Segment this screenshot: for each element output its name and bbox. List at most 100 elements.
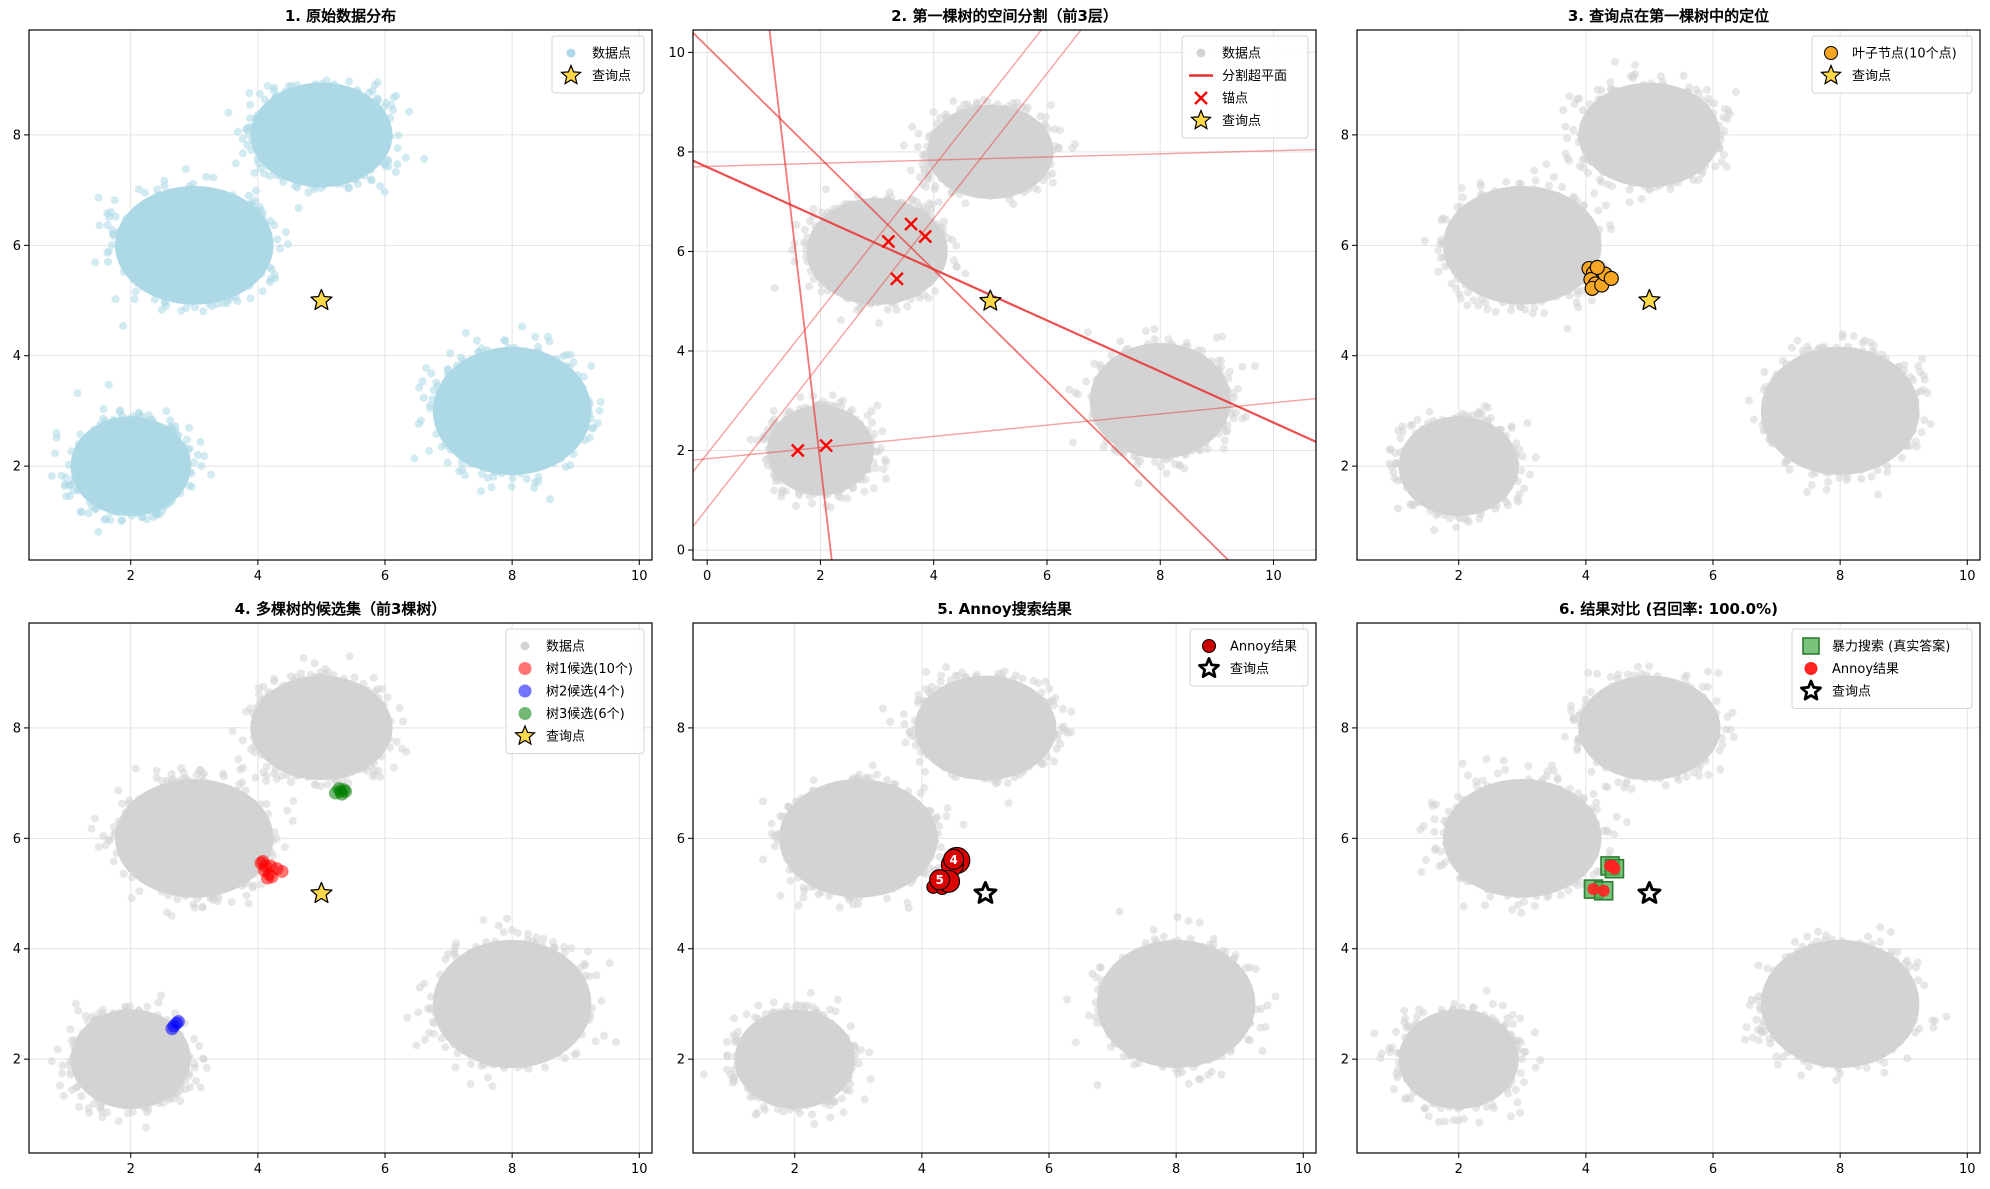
data-point <box>1485 422 1494 430</box>
data-point <box>440 388 449 397</box>
data-point <box>160 176 169 185</box>
data-point <box>182 304 190 312</box>
panel-title: 3. 查询点在第一棵树中的定位 <box>1568 7 1769 25</box>
data-point <box>1516 180 1525 188</box>
query-point <box>979 289 1002 311</box>
y-tick-label: 2 <box>677 444 685 459</box>
data-point <box>1475 214 1484 223</box>
data-point <box>851 415 860 424</box>
data-point <box>370 151 379 160</box>
x-tick-label: 6 <box>381 569 389 584</box>
data-point <box>822 256 831 265</box>
data-point <box>1793 336 1802 345</box>
data-point <box>167 449 176 458</box>
data-point <box>1647 79 1655 88</box>
anchor-stroke <box>890 271 904 286</box>
data-point <box>1580 201 1589 210</box>
data-point <box>478 469 486 478</box>
data-point <box>1116 376 1125 385</box>
data-point <box>101 417 110 426</box>
data-point <box>1045 146 1054 155</box>
data-point <box>1105 363 1114 372</box>
data-point <box>459 391 468 400</box>
data-point <box>1156 462 1165 471</box>
data-point <box>480 454 489 463</box>
data-point <box>822 185 830 194</box>
data-point <box>121 262 130 271</box>
data-point <box>572 381 581 390</box>
data-point <box>107 508 115 517</box>
data-point <box>868 418 877 427</box>
data-point <box>1012 115 1021 123</box>
data-point <box>1457 213 1466 222</box>
data-point <box>1048 169 1057 178</box>
data-point <box>581 436 590 445</box>
data-point <box>345 77 353 86</box>
data-point <box>371 142 380 151</box>
data-point <box>420 154 429 163</box>
data-point <box>1180 355 1189 363</box>
data-point <box>1413 415 1422 424</box>
data-point <box>934 198 943 207</box>
data-point <box>553 364 562 373</box>
data-point <box>317 184 326 193</box>
data-point <box>1759 426 1768 435</box>
data-point <box>126 504 135 513</box>
data-point <box>1528 189 1537 198</box>
data-point <box>151 503 160 512</box>
data-point <box>863 425 872 434</box>
data-point <box>248 136 257 145</box>
data-point <box>344 184 353 193</box>
data-point <box>1121 422 1130 431</box>
data-point <box>113 506 122 515</box>
data-point <box>100 434 109 443</box>
data-point <box>1858 338 1867 347</box>
data-point <box>1477 190 1486 199</box>
data-point <box>514 361 523 370</box>
data-point <box>1474 206 1483 215</box>
data-point <box>263 82 272 91</box>
data-point <box>1190 423 1199 432</box>
data-point <box>1515 445 1524 454</box>
data-point <box>1587 125 1596 134</box>
data-point <box>1596 107 1605 116</box>
data-point <box>368 110 376 119</box>
data-point <box>477 487 485 496</box>
data-point <box>389 93 398 102</box>
data-point <box>1224 374 1233 383</box>
data-point <box>529 453 538 462</box>
data-point <box>1537 297 1546 306</box>
data-point <box>903 302 912 311</box>
data-point <box>518 322 527 331</box>
data-point <box>805 491 814 500</box>
data-point <box>1107 351 1116 360</box>
data-point <box>561 411 570 420</box>
data-point <box>869 484 878 493</box>
data-point <box>1637 194 1646 203</box>
data-point <box>90 439 99 448</box>
data-point <box>1105 423 1114 432</box>
data-point <box>845 412 854 421</box>
data-point <box>1569 126 1578 134</box>
data-point <box>1477 510 1486 519</box>
data-point <box>247 201 256 210</box>
data-point <box>506 449 515 458</box>
data-point <box>247 146 256 154</box>
data-point <box>269 108 278 117</box>
data-point <box>1578 106 1587 115</box>
data-point <box>265 139 274 147</box>
data-point <box>1671 165 1680 174</box>
data-point <box>1597 145 1606 154</box>
data-point <box>542 450 551 459</box>
data-point <box>1583 145 1592 154</box>
anchor-point <box>918 229 933 244</box>
data-point <box>787 472 796 481</box>
data-point <box>530 483 539 492</box>
data-point <box>1505 293 1514 302</box>
plot-area <box>693 30 1316 560</box>
data-point <box>1092 417 1101 426</box>
data-point <box>930 162 939 171</box>
data-point <box>1464 222 1473 231</box>
data-point <box>855 473 864 481</box>
